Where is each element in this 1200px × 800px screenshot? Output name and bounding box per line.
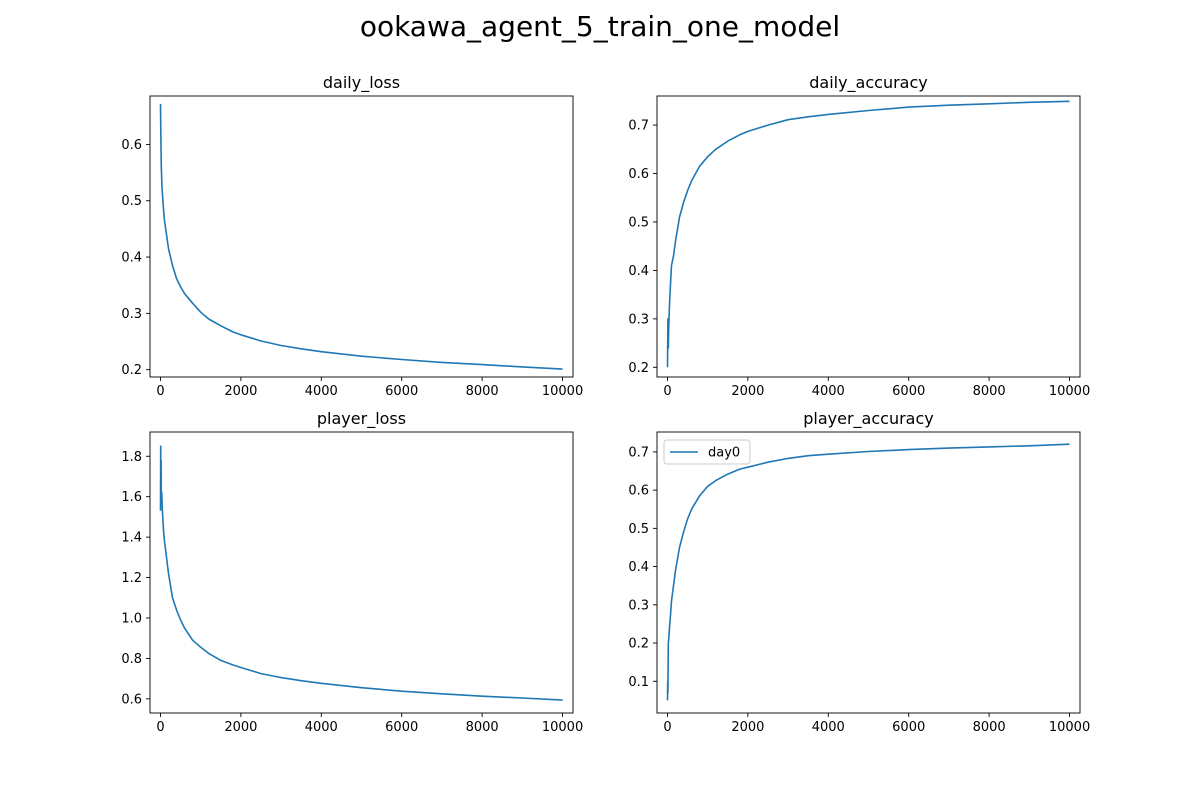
daily-loss-x-tick-label: 8000 bbox=[466, 384, 499, 399]
player-accuracy-y-tick-label: 0.6 bbox=[628, 484, 649, 499]
daily-loss-x-tick-label: 10000 bbox=[542, 384, 583, 399]
player-accuracy-y-tick-label: 0.3 bbox=[628, 598, 649, 613]
daily-loss-y-tick-label: 0.2 bbox=[121, 363, 142, 378]
player-loss-y-tick-label: 1.8 bbox=[121, 450, 142, 465]
player-loss-x-tick-label: 2000 bbox=[224, 720, 257, 735]
daily-accuracy-series-line-0 bbox=[666, 100, 1070, 368]
player-accuracy-y-tick-label: 0.2 bbox=[628, 637, 649, 652]
daily-loss-axes-frame bbox=[149, 95, 574, 378]
daily-loss-y-tick-label: 0.4 bbox=[121, 251, 142, 266]
player-loss-y-tick-label: 1.4 bbox=[121, 531, 142, 546]
player-loss-y-tick-label: 1.2 bbox=[121, 571, 142, 586]
player-loss-y-tick-label: 1.6 bbox=[121, 490, 142, 505]
daily-accuracy-y-tick-label: 0.4 bbox=[628, 264, 649, 279]
daily-loss-x-tick-label: 2000 bbox=[224, 384, 257, 399]
player-accuracy-x-tick-label: 10000 bbox=[1049, 720, 1090, 735]
daily-accuracy-x-tick-label: 6000 bbox=[892, 384, 925, 399]
player-loss-title: player_loss bbox=[317, 409, 406, 429]
player-accuracy-series-line-0 bbox=[666, 443, 1070, 701]
player-accuracy-x-tick-label: 8000 bbox=[973, 720, 1006, 735]
daily-loss-series-line-0 bbox=[159, 103, 563, 370]
daily-loss-title: daily_loss bbox=[323, 73, 400, 93]
player-accuracy-legend bbox=[663, 439, 751, 465]
player-accuracy-x-tick-label: 4000 bbox=[812, 720, 845, 735]
daily-loss-x-tick-label: 0 bbox=[156, 384, 164, 399]
player-loss-x-tick-label: 6000 bbox=[385, 720, 418, 735]
daily-accuracy-x-tick-label: 2000 bbox=[731, 384, 764, 399]
daily-accuracy-x-tick-label: 0 bbox=[663, 384, 671, 399]
daily-accuracy-y-tick-label: 0.3 bbox=[628, 312, 649, 327]
daily-accuracy-y-tick-label: 0.7 bbox=[628, 119, 649, 134]
player-loss-y-tick-label: 1.0 bbox=[121, 611, 142, 626]
player-accuracy-legend-label: day0 bbox=[708, 446, 740, 461]
daily-accuracy-x-tick-label: 4000 bbox=[812, 384, 845, 399]
player-accuracy-y-tick-label: 0.7 bbox=[628, 445, 649, 460]
player-loss-x-tick-label: 10000 bbox=[542, 720, 583, 735]
daily-accuracy-title: daily_accuracy bbox=[809, 73, 928, 93]
subplot-daily-loss: daily_loss 0 2000 4000 6000 8000 10000 0.2 0.3 0.… bbox=[121, 73, 583, 399]
daily-loss-y-tick-label: 0.6 bbox=[121, 138, 142, 153]
player-loss-axes-frame bbox=[149, 431, 574, 714]
subplot-player-accuracy: player_accuracy 0 2000 4000 6000 8000 10000 0.1… bbox=[628, 409, 1090, 735]
daily-accuracy-y-tick-label: 0.5 bbox=[628, 215, 649, 230]
player-accuracy-x-tick-label: 6000 bbox=[892, 720, 925, 735]
subplot-daily-accuracy: daily_accuracy 0 2000 4000 6000 8000 10000 0.2 0… bbox=[628, 73, 1090, 399]
daily-loss-x-tick-label: 4000 bbox=[305, 384, 338, 399]
player-accuracy-y-tick-label: 0.5 bbox=[628, 522, 649, 537]
subplot-player-loss: player_loss 0 2000 4000 6000 8000 10000 0.6 0.8 1… bbox=[121, 409, 583, 735]
figure-title: ookawa_agent_5_train_one_model bbox=[359, 10, 841, 43]
player-accuracy-x-tick-label: 0 bbox=[663, 720, 671, 735]
daily-accuracy-x-tick-label: 10000 bbox=[1049, 384, 1090, 399]
player-accuracy-x-tick-label: 2000 bbox=[731, 720, 764, 735]
player-loss-y-tick-label: 0.8 bbox=[121, 652, 142, 667]
daily-accuracy-axes-frame bbox=[656, 95, 1081, 378]
player-loss-series-line-0 bbox=[159, 445, 563, 701]
daily-loss-y-tick-label: 0.5 bbox=[121, 194, 142, 209]
daily-accuracy-y-tick-label: 0.6 bbox=[628, 167, 649, 182]
player-accuracy-y-tick-label: 0.1 bbox=[628, 675, 649, 690]
player-accuracy-axes-frame bbox=[656, 431, 1081, 714]
daily-loss-y-tick-label: 0.3 bbox=[121, 307, 142, 322]
player-loss-x-tick-label: 8000 bbox=[466, 720, 499, 735]
player-loss-y-tick-label: 0.6 bbox=[121, 692, 142, 707]
daily-accuracy-y-tick-label: 0.2 bbox=[628, 361, 649, 376]
daily-accuracy-x-tick-label: 8000 bbox=[973, 384, 1006, 399]
daily-loss-x-tick-label: 6000 bbox=[385, 384, 418, 399]
player-accuracy-y-tick-label: 0.4 bbox=[628, 560, 649, 575]
player-loss-x-tick-label: 4000 bbox=[305, 720, 338, 735]
player-accuracy-title: player_accuracy bbox=[803, 409, 933, 429]
player-loss-x-tick-label: 0 bbox=[156, 720, 164, 735]
